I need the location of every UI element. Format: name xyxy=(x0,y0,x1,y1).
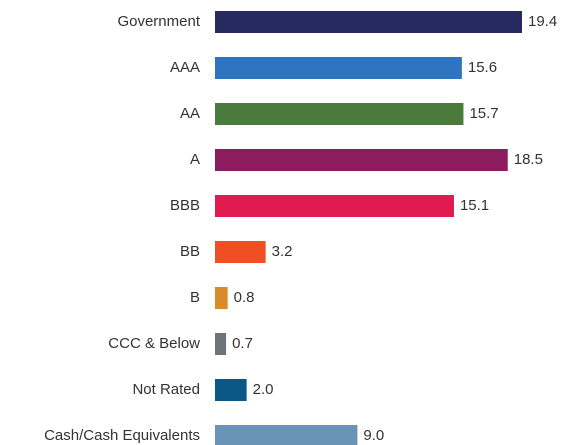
bar xyxy=(215,425,358,445)
category-label: Government xyxy=(117,13,200,30)
value-label: 2.0 xyxy=(253,381,274,398)
value-label: 0.7 xyxy=(232,335,253,352)
value-label: 19.4 xyxy=(528,13,557,30)
category-label: B xyxy=(190,289,200,306)
bar xyxy=(215,149,508,171)
category-label: Cash/Cash Equivalents xyxy=(44,427,200,444)
bar xyxy=(215,241,266,263)
category-label: Not Rated xyxy=(132,381,200,398)
category-label: A xyxy=(190,151,200,168)
value-label: 15.1 xyxy=(460,197,489,214)
value-label: 0.8 xyxy=(234,289,255,306)
bar xyxy=(215,287,228,309)
bar xyxy=(215,333,227,355)
category-label: CCC & Below xyxy=(108,335,200,352)
category-label: BB xyxy=(180,243,200,260)
value-label: 15.6 xyxy=(468,59,497,76)
bar xyxy=(215,57,462,79)
bar xyxy=(215,195,454,217)
bar xyxy=(215,103,464,125)
value-label: 9.0 xyxy=(363,427,384,444)
category-label: AAA xyxy=(170,59,200,76)
category-label: BBB xyxy=(170,197,200,214)
bar xyxy=(215,11,522,33)
category-label: AA xyxy=(180,105,200,122)
bar xyxy=(215,379,247,401)
value-label: 15.7 xyxy=(469,105,498,122)
value-label: 3.2 xyxy=(272,243,293,260)
value-label: 18.5 xyxy=(514,151,543,168)
